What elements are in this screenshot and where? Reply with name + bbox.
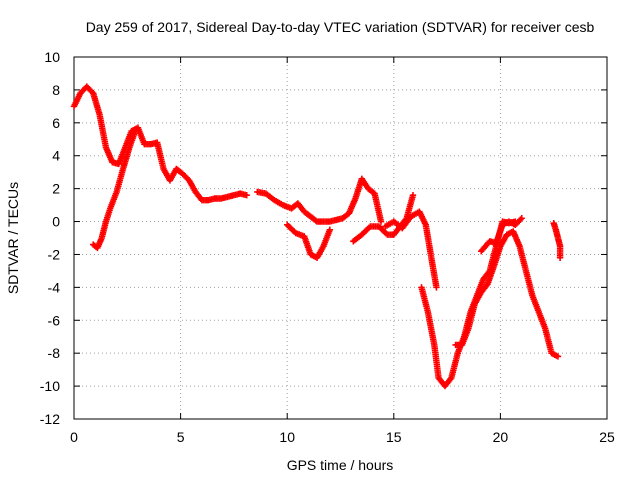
x-tick-label: 15: [386, 429, 402, 445]
x-tick-label: 0: [70, 429, 78, 445]
data-points: [70, 83, 564, 390]
y-tick-label: -8: [48, 345, 61, 361]
y-tick-label: 4: [52, 148, 60, 164]
data-point: [517, 216, 524, 223]
series-rising-trace: [89, 126, 140, 252]
chart-title: Day 259 of 2017, Sidereal Day-to-day VTE…: [86, 19, 595, 35]
x-tick-label: 25: [599, 429, 615, 445]
data-point: [518, 215, 525, 222]
series-mid-trace-a: [254, 175, 385, 225]
data-point: [556, 254, 564, 261]
y-tick-label: -10: [40, 378, 60, 394]
x-tick-label: 5: [177, 429, 185, 445]
y-tick-label: 8: [52, 82, 60, 98]
y-tick-label: 2: [52, 181, 60, 197]
series-mid-trace-b: [284, 221, 334, 261]
data-point: [409, 192, 417, 199]
ticks: 0 5 10 15 20 25 -12 -10 -8 -6 -4 -2 0 2 4 6 8 10: [40, 49, 615, 445]
y-tick-label: 0: [52, 214, 60, 230]
y-tick-label: -6: [48, 312, 61, 328]
y-tick-label: -12: [40, 411, 60, 427]
y-tick-label: -4: [48, 279, 61, 295]
data-point: [243, 192, 250, 199]
series-mid-trace-d: [382, 208, 440, 291]
plot-frame: [73, 56, 608, 420]
y-axis-label: SDTVAR / TECUs: [5, 182, 21, 294]
x-axis-label: GPS time / hours: [287, 457, 394, 473]
series-small-trace: [478, 215, 525, 255]
grid: [74, 57, 607, 419]
data-point: [554, 353, 562, 360]
data-point: [433, 284, 440, 291]
y-tick-label: 6: [52, 115, 60, 131]
data-point: [377, 218, 385, 225]
data-point: [326, 226, 334, 233]
x-tick-label: 20: [493, 429, 509, 445]
series-main-trace: [70, 83, 250, 204]
series-recovery-trace: [452, 228, 562, 360]
data-point: [132, 126, 140, 133]
y-tick-label: -2: [48, 246, 61, 262]
series-end-trace: [550, 219, 564, 261]
y-tick-label: 10: [44, 49, 60, 65]
x-tick-label: 10: [279, 429, 295, 445]
